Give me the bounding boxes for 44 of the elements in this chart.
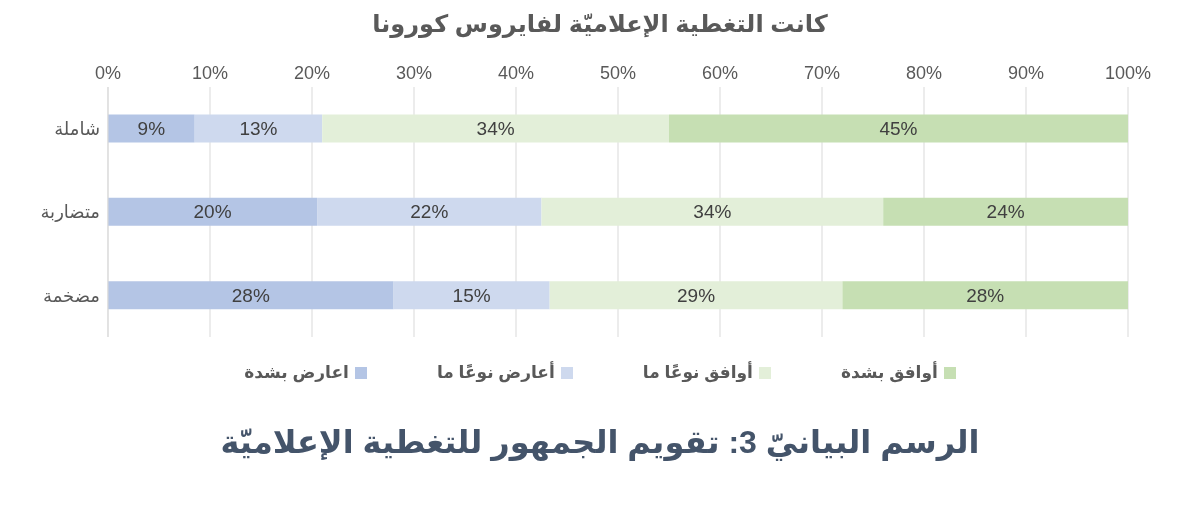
data-label: 29%: [677, 284, 716, 306]
bar: [108, 281, 394, 310]
legend-label: أوافق بشدة: [840, 362, 938, 383]
legend-label: اعارض بشدة: [244, 362, 349, 383]
data-label: 28%: [966, 284, 1005, 306]
data-label: 24%: [986, 201, 1025, 223]
bar: [669, 114, 1128, 143]
x-tick-label: 40%: [497, 63, 535, 83]
text: الرسم البيانيّ 3: تقويم الجمهور للتغطية الإعلاميّة: [219, 423, 981, 461]
legend-label: أوافق نوعًا ما: [642, 362, 753, 383]
bar: [108, 114, 195, 143]
x-tick-label: 90%: [1007, 63, 1045, 83]
data-label: 15%: [452, 284, 491, 306]
x-tick-label: 60%: [701, 63, 739, 83]
legend-label: أعارض نوعًا ما: [436, 362, 555, 383]
bar: [317, 197, 542, 226]
x-tick-label: 80%: [905, 63, 943, 83]
x-tick-label: 10%: [191, 63, 229, 83]
x-tick-label: 100%: [1104, 63, 1152, 83]
bar: [393, 281, 550, 310]
data-label: 34%: [476, 118, 515, 139]
data-label: 34%: [693, 201, 732, 223]
data-label: 9%: [137, 118, 166, 139]
data-label: 45%: [879, 118, 918, 139]
x-tick-label: 20%: [293, 63, 331, 83]
y-tick-label: متضاربة: [40, 202, 100, 223]
bar: [549, 281, 843, 310]
data-label: 20%: [193, 201, 232, 223]
bar: [883, 197, 1128, 226]
bar: [842, 281, 1128, 310]
chart-title: كانت التغطية الإعلاميّة لفايروس كورونا: [371, 10, 829, 38]
bar: [108, 197, 318, 226]
bar: [194, 114, 323, 143]
x-tick-label: 0%: [94, 63, 122, 83]
y-tick-label: شاملة: [54, 119, 100, 140]
bar: [322, 114, 669, 143]
y-tick-label: مضخمة: [43, 285, 100, 306]
x-tick-label: 30%: [395, 63, 433, 83]
data-label: 13%: [239, 118, 278, 139]
data-label: 22%: [410, 201, 449, 223]
x-tick-label: 50%: [599, 63, 637, 83]
x-tick-label: 70%: [803, 63, 841, 83]
data-label: 28%: [231, 284, 270, 306]
bar: [541, 197, 884, 226]
